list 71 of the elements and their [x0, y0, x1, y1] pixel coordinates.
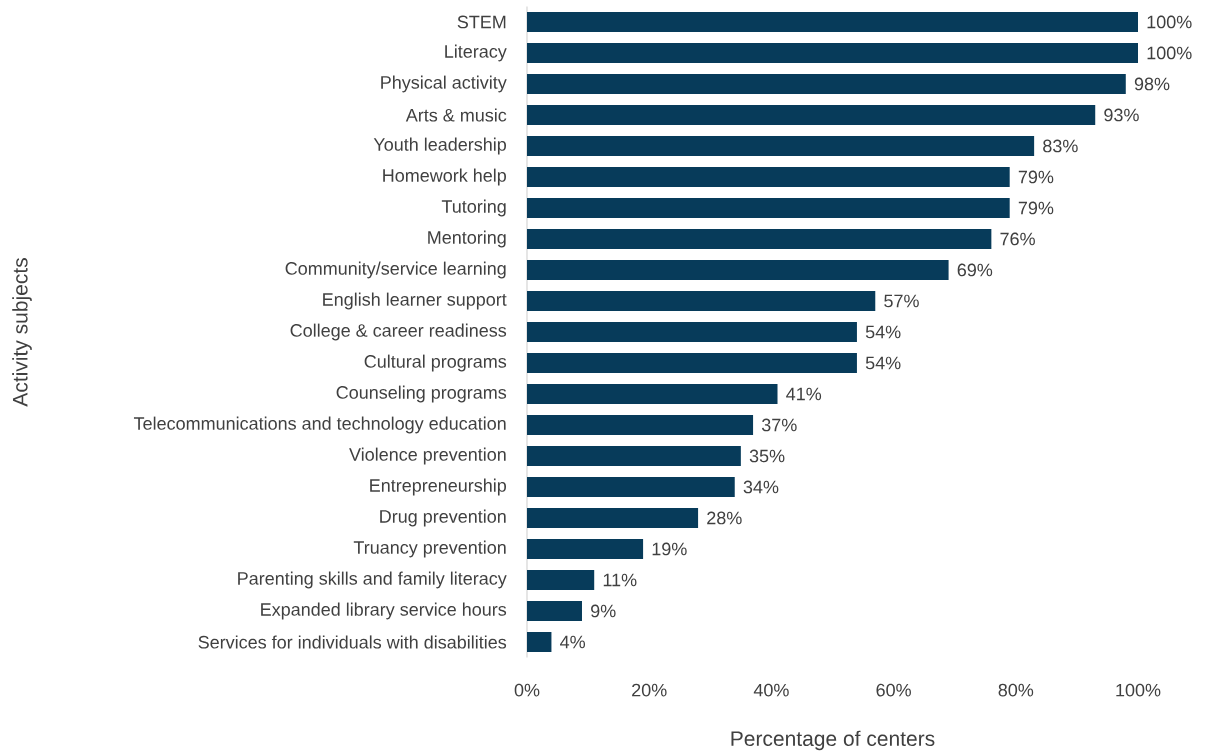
- y-tick-label: Services for individuals with disabilities: [198, 635, 507, 649]
- data-label: 4%: [560, 635, 586, 649]
- bar: [527, 73, 1126, 94]
- data-label: 93%: [1104, 108, 1139, 122]
- x-tick-label: 0%: [514, 683, 540, 697]
- y-tick-label: Entrepreneurship: [370, 478, 507, 496]
- data-label: 34%: [743, 480, 779, 494]
- bar: [527, 476, 735, 497]
- data-label: 54%: [865, 356, 901, 370]
- y-tick-label: Homework help: [383, 168, 506, 186]
- data-label: 41%: [786, 387, 822, 401]
- y-tick-label: Cultural programs: [364, 354, 507, 372]
- x-tick-label: 20%: [632, 683, 667, 697]
- y-tick-label: Truancy prevention: [353, 540, 506, 558]
- x-tick-label: 80%: [998, 683, 1034, 697]
- data-label: 19%: [652, 542, 687, 556]
- y-tick-label: Physical activity: [381, 75, 507, 93]
- data-label: 100%: [1147, 46, 1192, 60]
- bar: [527, 166, 1010, 187]
- x-tick-label: 60%: [876, 683, 911, 697]
- y-tick-label: Tutoring: [441, 199, 506, 217]
- y-tick-label: Mentoring: [428, 230, 506, 248]
- bar: [527, 42, 1138, 63]
- bar: [527, 228, 992, 249]
- bar: [527, 414, 754, 435]
- data-label: 83%: [1043, 139, 1078, 153]
- data-label: 37%: [761, 418, 797, 432]
- bar: [527, 507, 699, 528]
- data-label: 79%: [1018, 201, 1054, 215]
- y-tick-label: Parenting skills and family literacy: [238, 571, 507, 589]
- bar: [527, 290, 876, 311]
- bar: [527, 538, 644, 559]
- bar: [527, 259, 949, 280]
- data-label: 79%: [1018, 170, 1054, 184]
- data-label: 76%: [1000, 232, 1035, 246]
- data-label: 98%: [1134, 77, 1170, 91]
- bar: [527, 569, 595, 590]
- bar: [527, 135, 1035, 156]
- y-tick-label: Community/service learning: [285, 261, 506, 279]
- bar: [527, 197, 1010, 218]
- x-tick-label: 100%: [1116, 683, 1161, 697]
- y-tick-label: College & career readiness: [290, 323, 507, 341]
- bar: [527, 445, 741, 466]
- data-label: 35%: [749, 449, 785, 463]
- y-tick-label: Literacy: [445, 44, 507, 62]
- bar: [527, 11, 1138, 32]
- y-tick-label: Expanded library service hours: [261, 602, 507, 620]
- y-tick-label: Telecommunications and technology education: [133, 416, 506, 434]
- bar: [527, 600, 582, 621]
- bar: [527, 352, 857, 373]
- y-tick-label: Youth leadership: [373, 137, 507, 155]
- y-tick-label: English learner support: [323, 292, 507, 310]
- y-tick-label: Arts & music: [405, 108, 507, 122]
- data-label: 11%: [603, 573, 637, 587]
- data-label: 69%: [957, 263, 993, 277]
- y-tick-label: STEM: [457, 15, 506, 29]
- bar: [527, 104, 1096, 125]
- data-label: 28%: [707, 511, 742, 525]
- data-label: 9%: [591, 604, 616, 618]
- data-label: 54%: [865, 325, 901, 339]
- x-axis-title: Percentage of centers: [731, 730, 935, 751]
- bar: [527, 631, 552, 652]
- y-tick-label: Violence prevention: [349, 447, 506, 465]
- data-label: 57%: [884, 294, 919, 308]
- y-tick-label: Counseling programs: [336, 385, 507, 403]
- bar: [527, 321, 857, 342]
- y-tick-label: Drug prevention: [380, 509, 506, 527]
- bar: [527, 383, 778, 404]
- y-axis-title: Activity subjects: [12, 258, 32, 407]
- data-label: 100%: [1147, 15, 1192, 29]
- x-tick-label: 40%: [753, 683, 789, 697]
